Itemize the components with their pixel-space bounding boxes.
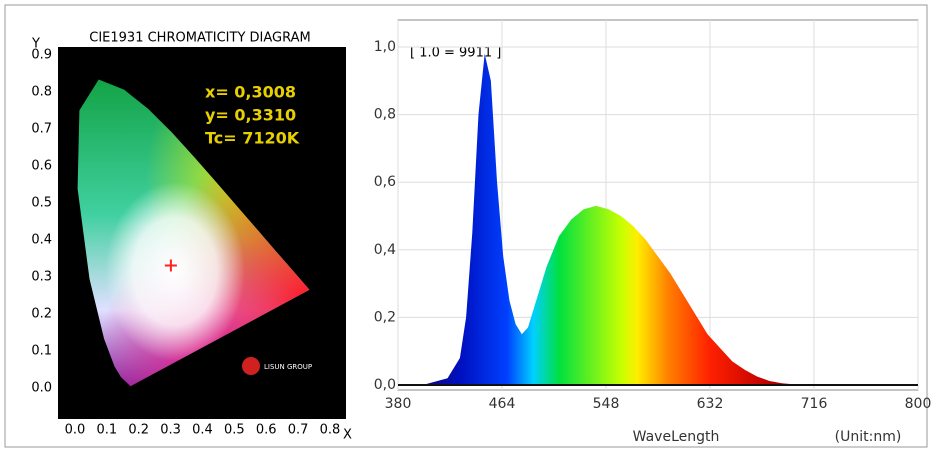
x-unit-label: (Unit:nm) [835, 429, 902, 445]
y-tick-label: 0.7 [31, 122, 52, 137]
logo-icon [242, 357, 260, 375]
x-tick-label: 0.6 [256, 423, 277, 438]
annotation: Tc= 7120K [205, 129, 300, 148]
y-tick-label: 0,2 [374, 309, 396, 325]
y-tick-label: 0,4 [374, 242, 396, 258]
x-tick-label: 716 [801, 396, 828, 412]
x-tick-label: 0.3 [160, 423, 181, 438]
y-tick-label: 0.3 [31, 270, 52, 285]
annotation: y= 0,3310 [205, 106, 296, 125]
y-tick-label: 0.0 [31, 381, 52, 396]
annotation: x= 0,3008 [205, 83, 296, 102]
x-tick-label: 0.2 [128, 423, 149, 438]
y-tick-label: 0.5 [31, 196, 52, 211]
x-tick-label: 548 [593, 396, 620, 412]
y-tick-label: 1,0 [374, 39, 396, 55]
x-tick-label: 0.0 [65, 423, 86, 438]
x-axis-label: WaveLength [633, 429, 720, 445]
x-tick-label: 380 [385, 396, 412, 412]
cie-title: CIE1931 CHROMATICITY DIAGRAM [89, 31, 310, 46]
logo-text: LISUN GROUP [264, 363, 312, 371]
y-tick-label: 0.9 [31, 48, 52, 63]
y-tick-label: 0.4 [31, 233, 52, 248]
y-tick-label: 0.1 [31, 344, 52, 359]
x-tick-label: 800 [905, 396, 932, 412]
y-tick-label: 0,6 [374, 174, 396, 190]
y-tick-label: 0,0 [374, 377, 396, 393]
x-axis-label: X [343, 428, 352, 443]
spectrum-area [398, 53, 918, 385]
point [164, 259, 177, 272]
x-tick-label: 0.8 [320, 423, 341, 438]
y-tick-label: 0.8 [31, 85, 52, 100]
x-tick-label: 464 [489, 396, 516, 412]
x-tick-label: 0.4 [192, 423, 213, 438]
annotation: [ 1.0 = 9911 ] [410, 46, 501, 61]
y-tick-label: 0,8 [374, 107, 396, 123]
x-tick-label: 0.5 [224, 423, 245, 438]
x-tick-label: 0.1 [97, 423, 118, 438]
y-tick-label: 0.6 [31, 159, 52, 174]
frame [4, 4, 928, 448]
x-tick-label: 0.7 [288, 423, 309, 438]
x-tick-label: 632 [697, 396, 724, 412]
y-axis-label: Y [31, 37, 40, 52]
y-tick-label: 0.2 [31, 307, 52, 322]
